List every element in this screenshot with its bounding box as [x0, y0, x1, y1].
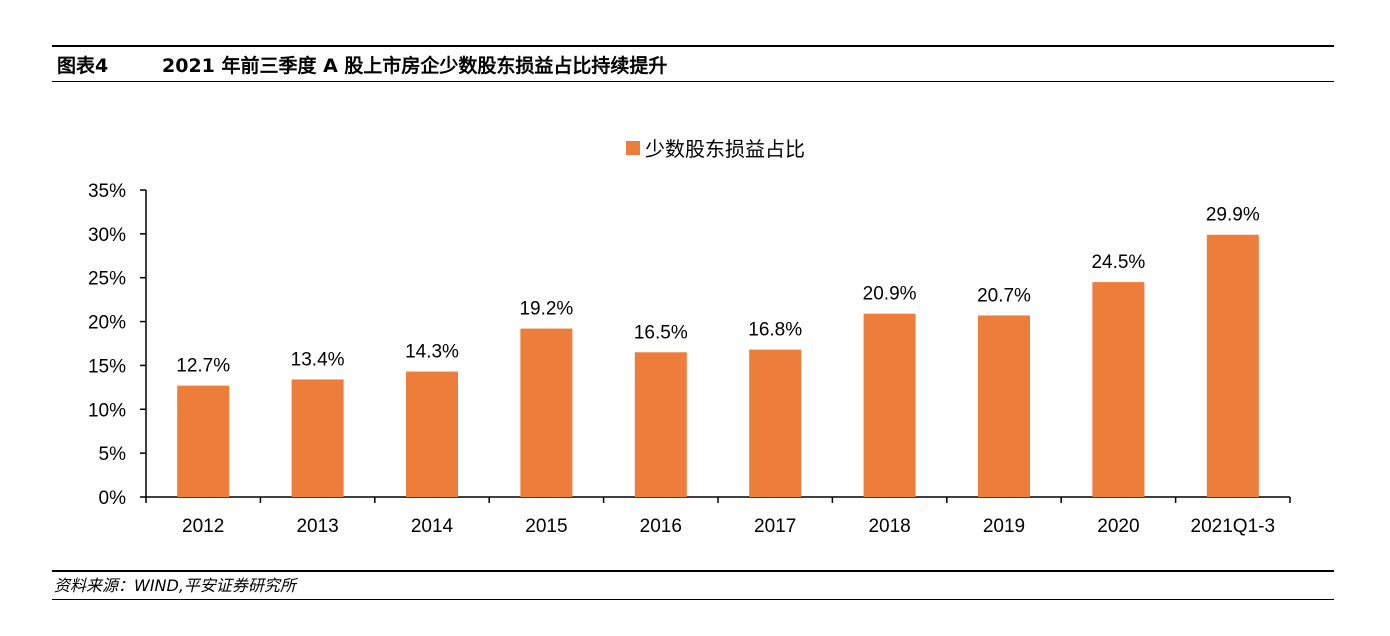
y-tick-label: 30%: [88, 225, 126, 246]
legend-swatch: [626, 141, 640, 155]
data-label: 13.4%: [291, 349, 345, 370]
data-label: 29.9%: [1206, 205, 1260, 226]
header-bottom-rule: [52, 81, 1334, 82]
data-label: 16.8%: [748, 320, 802, 341]
y-tick-label: 5%: [99, 444, 127, 465]
data-label: 16.5%: [634, 322, 688, 343]
bar: [406, 371, 458, 497]
x-tick-label: 2012: [182, 516, 224, 537]
source-note: 资料来源：WIND,平安证券研究所: [54, 576, 296, 595]
data-label: 12.7%: [176, 356, 230, 377]
y-tick-label: 10%: [88, 400, 126, 421]
data-label: 20.9%: [863, 284, 917, 305]
bar: [1092, 282, 1145, 497]
legend-label: 少数股东损益占比: [645, 137, 805, 161]
y-tick-label: 25%: [88, 269, 126, 290]
bar: [749, 349, 802, 497]
figure-label: 图表4: [57, 55, 109, 77]
y-tick-label: 20%: [88, 313, 126, 334]
footer-bottom-rule: [52, 599, 1334, 600]
x-tick-label: 2020: [1097, 516, 1139, 537]
data-label: 14.3%: [405, 342, 459, 363]
figure-header: 图表4 2021 年前三季度 A 股上市房企少数股东损益占比持续提升: [57, 52, 667, 80]
x-tick-label: 2015: [525, 516, 567, 537]
x-tick-label: 2018: [868, 516, 910, 537]
bar: [177, 385, 230, 497]
bar: [863, 313, 916, 497]
bar: [520, 328, 573, 497]
y-tick-label: 0%: [99, 488, 127, 509]
y-tick-label: 15%: [88, 356, 126, 377]
x-tick-label: 2021Q1-3: [1191, 516, 1276, 537]
x-tick-label: 2014: [411, 516, 454, 537]
data-label: 20.7%: [977, 285, 1031, 306]
x-tick-label: 2016: [640, 516, 682, 537]
x-tick-label: 2017: [754, 516, 796, 537]
bar: [634, 352, 687, 497]
x-tick-label: 2013: [296, 516, 338, 537]
figure-title: 2021 年前三季度 A 股上市房企少数股东损益占比持续提升: [162, 55, 668, 77]
footer-top-rule: [52, 570, 1334, 572]
bar: [978, 315, 1030, 497]
x-tick-label: 2019: [983, 516, 1025, 537]
data-label: 19.2%: [519, 299, 573, 320]
header-top-rule: [52, 45, 1334, 47]
bar: [291, 379, 344, 497]
data-label: 24.5%: [1091, 252, 1145, 273]
y-tick-label: 35%: [88, 181, 126, 202]
bar: [1206, 234, 1259, 497]
